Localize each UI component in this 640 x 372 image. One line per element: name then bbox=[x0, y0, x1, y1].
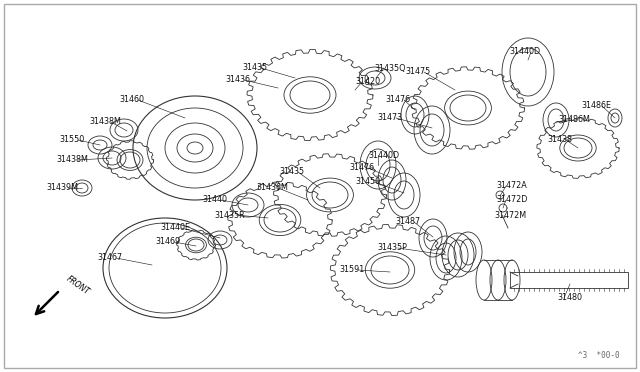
Bar bbox=[510, 272, 628, 288]
Text: 31440D: 31440D bbox=[369, 151, 399, 160]
Text: 31435Q: 31435Q bbox=[374, 64, 406, 73]
Text: 31440D: 31440D bbox=[509, 48, 541, 57]
Text: 31438: 31438 bbox=[547, 135, 573, 144]
Text: 31438M: 31438M bbox=[89, 118, 121, 126]
Text: 31435P: 31435P bbox=[377, 244, 407, 253]
Text: 31420: 31420 bbox=[355, 77, 381, 87]
Text: 31475: 31475 bbox=[405, 67, 431, 77]
Text: 31460: 31460 bbox=[120, 96, 145, 105]
Text: FRONT: FRONT bbox=[65, 274, 92, 296]
Text: 31550: 31550 bbox=[60, 135, 84, 144]
Text: 31467: 31467 bbox=[97, 253, 123, 263]
Text: 31436M: 31436M bbox=[256, 183, 288, 192]
Text: 31469: 31469 bbox=[156, 237, 180, 247]
Text: 31435: 31435 bbox=[243, 64, 268, 73]
Text: 31435: 31435 bbox=[280, 167, 305, 176]
Text: ^3  *00-0: ^3 *00-0 bbox=[579, 351, 620, 360]
Text: 31435R: 31435R bbox=[214, 211, 245, 219]
Text: 31476: 31476 bbox=[385, 96, 411, 105]
Text: 31476: 31476 bbox=[349, 164, 374, 173]
Text: 31473: 31473 bbox=[378, 113, 403, 122]
Text: 31487: 31487 bbox=[396, 218, 420, 227]
Text: 31440: 31440 bbox=[202, 196, 227, 205]
Text: 31486E: 31486E bbox=[581, 102, 611, 110]
Text: 31486M: 31486M bbox=[558, 115, 590, 125]
Text: 31436: 31436 bbox=[225, 76, 250, 84]
Text: 31472A: 31472A bbox=[497, 182, 527, 190]
Text: 31472D: 31472D bbox=[496, 196, 528, 205]
Text: 31472M: 31472M bbox=[494, 212, 526, 221]
Text: 31480: 31480 bbox=[557, 294, 582, 302]
Text: 31439M: 31439M bbox=[46, 183, 78, 192]
Text: 31450: 31450 bbox=[355, 177, 381, 186]
Text: 31440E: 31440E bbox=[160, 224, 190, 232]
Text: 31591: 31591 bbox=[339, 266, 365, 275]
Text: 31438M: 31438M bbox=[56, 155, 88, 164]
